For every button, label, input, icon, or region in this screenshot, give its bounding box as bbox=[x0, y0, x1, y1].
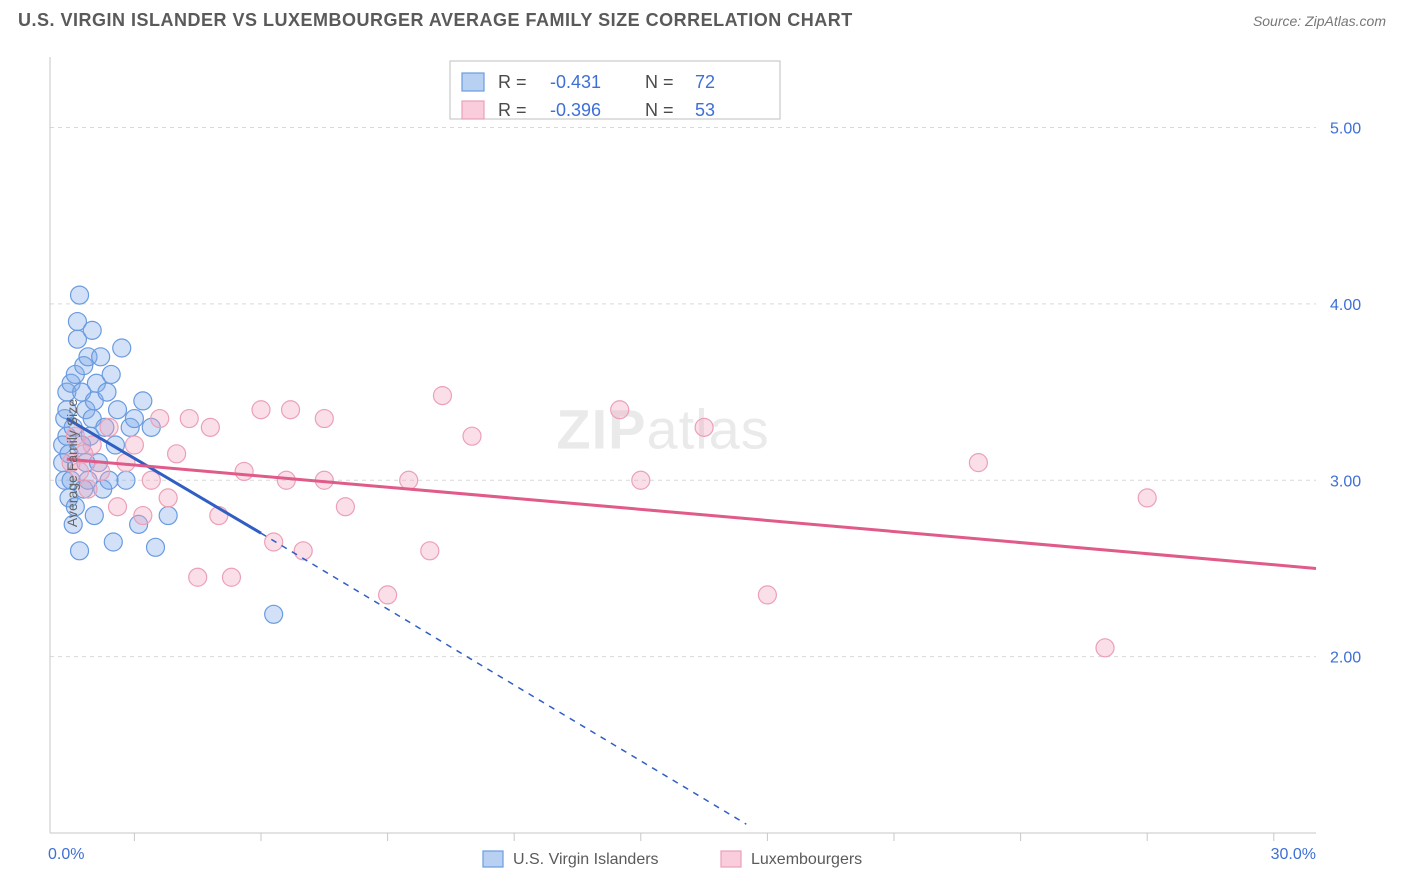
scatter-point-lux bbox=[142, 471, 160, 489]
scatter-point-lux bbox=[189, 568, 207, 586]
scatter-point-lux bbox=[463, 427, 481, 445]
y-tick-label: 2.00 bbox=[1330, 650, 1361, 667]
scatter-point-lux bbox=[336, 498, 354, 516]
regression-line-lux bbox=[67, 459, 1316, 568]
scatter-point-usvi bbox=[102, 365, 120, 383]
scatter-point-lux bbox=[379, 586, 397, 604]
scatter-point-lux bbox=[315, 410, 333, 428]
watermark-text: ZIPatlas bbox=[556, 398, 769, 461]
scatter-point-usvi bbox=[147, 538, 165, 556]
legend-r-label: R = bbox=[498, 72, 527, 92]
scatter-point-usvi bbox=[92, 348, 110, 366]
scatter-point-lux bbox=[100, 418, 118, 436]
legend-r-label: R = bbox=[498, 100, 527, 120]
legend-series-label: Luxembourgers bbox=[751, 851, 862, 868]
watermark: ZIPatlas bbox=[556, 398, 769, 461]
scatter-point-usvi bbox=[104, 533, 122, 551]
legend-swatch bbox=[462, 101, 484, 119]
scatter-point-lux bbox=[134, 507, 152, 525]
legend-swatch bbox=[721, 851, 741, 867]
source-name: ZipAtlas.com bbox=[1305, 13, 1386, 29]
scatter-point-usvi bbox=[98, 383, 116, 401]
scatter-point-lux bbox=[265, 533, 283, 551]
legend-n-label: N = bbox=[645, 72, 674, 92]
scatter-point-lux bbox=[400, 471, 418, 489]
scatter-point-lux bbox=[632, 471, 650, 489]
scatter-point-lux bbox=[433, 387, 451, 405]
scatter-point-usvi bbox=[265, 605, 283, 623]
scatter-point-usvi bbox=[134, 392, 152, 410]
y-tick-label: 5.00 bbox=[1330, 121, 1361, 138]
scatter-point-lux bbox=[252, 401, 270, 419]
scatter-point-lux bbox=[151, 410, 169, 428]
chart-title: U.S. VIRGIN ISLANDER VS LUXEMBOURGER AVE… bbox=[18, 10, 853, 31]
scatter-point-lux bbox=[180, 410, 198, 428]
legend-series-label: U.S. Virgin Islanders bbox=[513, 851, 659, 868]
scatter-point-usvi bbox=[125, 410, 143, 428]
scatter-point-lux bbox=[1096, 639, 1114, 657]
scatter-point-lux bbox=[235, 462, 253, 480]
scatter-point-usvi bbox=[109, 401, 127, 419]
scatter-point-usvi bbox=[117, 471, 135, 489]
scatter-point-usvi bbox=[71, 286, 89, 304]
scatter-point-lux bbox=[758, 586, 776, 604]
legend-swatch bbox=[483, 851, 503, 867]
scatter-point-lux bbox=[611, 401, 629, 419]
scatter-point-usvi bbox=[83, 321, 101, 339]
chart-container: Average Family Size 2.00 3.00 4.00 5.00 0.0%… bbox=[0, 37, 1406, 889]
scatter-point-lux bbox=[282, 401, 300, 419]
scatter-point-usvi bbox=[113, 339, 131, 357]
scatter-point-lux bbox=[125, 436, 143, 454]
scatter-point-lux bbox=[109, 498, 127, 516]
scatter-point-lux bbox=[159, 489, 177, 507]
source-label: Source: bbox=[1253, 13, 1301, 29]
x-tick-label-max: 30.0% bbox=[1271, 846, 1316, 863]
scatter-point-lux bbox=[294, 542, 312, 560]
scatter-point-lux bbox=[1138, 489, 1156, 507]
scatter-point-lux bbox=[421, 542, 439, 560]
scatter-point-lux bbox=[222, 568, 240, 586]
scatter-point-lux bbox=[79, 480, 97, 498]
scatter-point-lux bbox=[92, 462, 110, 480]
source-credit: Source: ZipAtlas.com bbox=[1253, 13, 1386, 29]
legend-n-value: 72 bbox=[695, 72, 715, 92]
legend-swatch bbox=[462, 73, 484, 91]
regression-line-usvi-extrapolated bbox=[261, 533, 746, 824]
legend-n-label: N = bbox=[645, 100, 674, 120]
x-tick-label-min: 0.0% bbox=[48, 846, 84, 863]
correlation-chart: 2.00 3.00 4.00 5.00 0.0% 30.0% ZIPatlas R = -0.4… bbox=[0, 37, 1406, 889]
scatter-point-lux bbox=[695, 418, 713, 436]
legend-r-value: -0.431 bbox=[550, 72, 601, 92]
title-bar: U.S. VIRGIN ISLANDER VS LUXEMBOURGER AVE… bbox=[0, 0, 1406, 37]
scatter-point-usvi bbox=[85, 507, 103, 525]
legend-n-value: 53 bbox=[695, 100, 715, 120]
y-tick-label: 3.00 bbox=[1330, 473, 1361, 490]
y-tick-label: 4.00 bbox=[1330, 297, 1361, 314]
legend-r-value: -0.396 bbox=[550, 100, 601, 120]
scatter-point-usvi bbox=[159, 507, 177, 525]
y-axis-label: Average Family Size bbox=[64, 399, 80, 527]
scatter-point-lux bbox=[168, 445, 186, 463]
scatter-point-lux bbox=[969, 454, 987, 472]
scatter-point-lux bbox=[201, 418, 219, 436]
scatter-point-usvi bbox=[71, 542, 89, 560]
